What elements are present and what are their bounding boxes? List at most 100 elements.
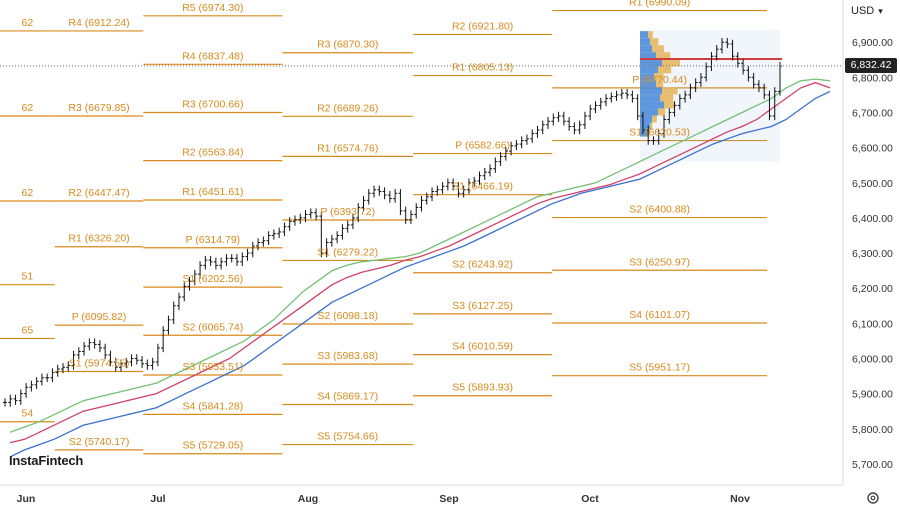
- volume-bar: [662, 87, 678, 95]
- pivot-label: P (6314.79): [186, 234, 241, 246]
- pivot-label: R4 (6837.48): [182, 50, 243, 62]
- ema-line: [9, 78, 831, 433]
- pivot-label: R3 (6870.30): [317, 39, 378, 51]
- pivot-label: S4 (5841.28): [182, 400, 243, 412]
- y-tick-label: 5,700.00: [852, 459, 893, 471]
- pivot-label: R1 (6574.76): [317, 142, 378, 154]
- y-tick-label: 5,800.00: [852, 424, 893, 436]
- pivot-levels-layer: [0, 9, 768, 455]
- pivot-label: 51: [22, 271, 34, 283]
- y-tick-label: 6,400.00: [852, 213, 893, 225]
- pivot-label: S3 (6250.97): [629, 256, 690, 268]
- y-tick-label: 6,000.00: [852, 353, 893, 365]
- x-tick-label: Jul: [150, 493, 165, 505]
- pivot-label: R1 (6451.61): [182, 186, 243, 198]
- volume-bar: [640, 108, 658, 116]
- volume-bar: [640, 31, 648, 39]
- pivot-label: S4 (6010.59): [452, 341, 513, 353]
- volume-bar: [640, 87, 662, 95]
- volume-bar: [658, 108, 666, 116]
- pivot-label: P (6582.66): [455, 140, 510, 152]
- pivot-label: S5 (5729.05): [182, 440, 243, 452]
- currency-selector[interactable]: USD ▾: [851, 5, 883, 17]
- pivot-label: R2 (6447.47): [68, 187, 129, 199]
- y-tick-label: 6,500.00: [852, 178, 893, 190]
- y-tick-label: 5,900.00: [852, 389, 893, 401]
- y-tick-label: 6,200.00: [852, 283, 893, 295]
- volume-bar: [640, 66, 658, 74]
- pivot-label: S1 (6466.19): [452, 181, 513, 193]
- volume-bar: [654, 73, 664, 81]
- brand-logo-text: InstaFintech: [9, 453, 84, 468]
- x-tick-label: Nov: [730, 493, 750, 505]
- pivot-label: R5 (6974.30): [182, 2, 243, 14]
- pivot-label: 62: [22, 102, 34, 114]
- y-tick-label: 6,100.00: [852, 318, 893, 330]
- volume-bar: [640, 94, 660, 102]
- volume-bar: [640, 38, 650, 46]
- volume-bar: [640, 45, 652, 53]
- pivot-label: S3 (6127.25): [452, 300, 513, 312]
- pivot-label: S4 (6101.07): [629, 309, 690, 321]
- pivot-label: S2 (6243.92): [452, 259, 513, 271]
- gear-icon[interactable]: [866, 491, 880, 505]
- pivot-label: 65: [22, 324, 34, 336]
- pivot-label: 54: [22, 408, 34, 420]
- pivot-label: 62: [22, 17, 34, 29]
- volume-bar: [660, 94, 674, 102]
- pivot-label: S3 (5953.51): [182, 361, 243, 373]
- pivot-label: S2 (6098.18): [317, 310, 378, 322]
- pivot-label: S1 (5974.55): [69, 357, 130, 369]
- pivot-label: P (6393.72): [320, 206, 375, 218]
- volume-bar: [650, 38, 659, 46]
- candles-layer: [3, 37, 782, 407]
- y-tick-label: 6,600.00: [852, 143, 893, 155]
- pivot-label: S1 (6202.56): [182, 273, 243, 285]
- x-tick-label: Aug: [298, 493, 318, 505]
- currency-label: USD: [851, 5, 875, 17]
- volume-profile-range: [640, 29, 780, 162]
- pivot-label: R1 (6326.20): [68, 233, 129, 245]
- pivot-label: S3 (5983.68): [317, 350, 378, 362]
- current-price-tag: 6,832.42: [845, 58, 897, 73]
- pivot-label: R3 (6700.66): [182, 98, 243, 110]
- volume-bar: [650, 122, 653, 130]
- volume-bar: [662, 59, 680, 67]
- y-tick-label: 6,900.00: [852, 37, 893, 49]
- pivot-label: R2 (6921.80): [452, 20, 513, 32]
- pivot-label: S1 (6620.53): [629, 127, 690, 139]
- pivot-label: P (6770.44): [632, 74, 687, 86]
- volume-bar: [640, 101, 664, 109]
- pivot-label: R3 (6679.85): [68, 102, 129, 114]
- chevron-down-icon: ▾: [878, 6, 883, 16]
- volume-bar: [652, 115, 657, 123]
- ema-lines-layer: [9, 78, 831, 458]
- y-tick-label: 6,300.00: [852, 248, 893, 260]
- pivot-label: S4 (5869.17): [317, 391, 378, 403]
- volume-profile-layer: [640, 29, 782, 162]
- volume-bar: [656, 52, 671, 60]
- pivot-label: S5 (5754.66): [317, 431, 378, 443]
- pivot-label: R1 (6805.13): [452, 62, 513, 74]
- ema-line: [9, 81, 831, 444]
- volume-bar: [640, 73, 654, 81]
- volume-bar: [652, 45, 664, 53]
- pivot-label: R2 (6563.84): [182, 147, 243, 159]
- volume-bar: [640, 80, 656, 88]
- pivot-label: S2 (5740.17): [69, 436, 130, 448]
- pivot-label: S5 (5893.93): [452, 382, 513, 394]
- pivot-label: S1 (6279.22): [317, 246, 378, 258]
- y-tick-label: 6,800.00: [852, 72, 893, 84]
- pivot-label: S5 (5951.17): [629, 362, 690, 374]
- pivot-labels-layer: 62 62 62 51 65 54 R4 (6912.24) R3 (6679.85) R2 (…: [22, 0, 691, 452]
- pivot-label: S2 (6065.74): [182, 321, 243, 333]
- pivot-label: 62: [22, 187, 34, 199]
- x-tick-label: Oct: [581, 493, 599, 505]
- volume-bar: [640, 115, 652, 123]
- pivot-label: P (6095.82): [72, 311, 127, 323]
- volume-bar: [648, 31, 653, 39]
- pivot-label: S2 (6400.88): [629, 204, 690, 216]
- x-tick-label: Sep: [439, 493, 458, 505]
